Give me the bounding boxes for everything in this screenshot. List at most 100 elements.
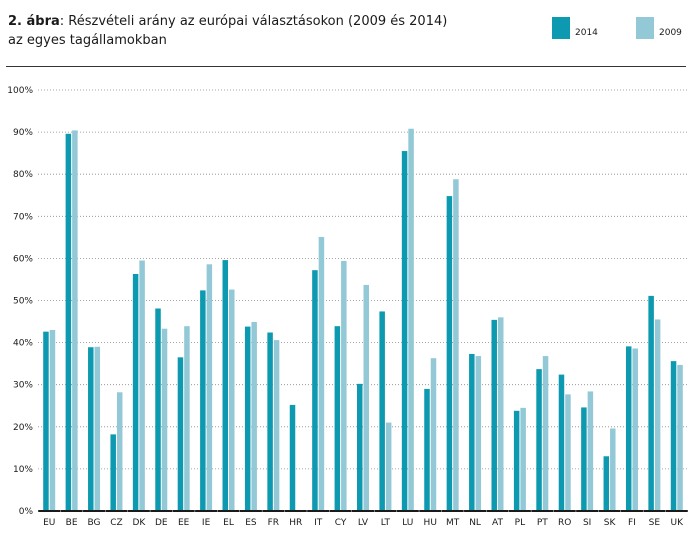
bar-2014-es — [244, 326, 251, 511]
bar-2014-pt — [536, 369, 542, 511]
bar-2009-ie — [206, 264, 213, 511]
x-tick-label: HR — [289, 518, 302, 528]
bar-2014-pl — [513, 410, 520, 511]
bar-2014-fr — [267, 332, 273, 511]
bar-2009-it — [318, 236, 325, 511]
x-tick-label: LV — [358, 518, 369, 528]
bar-2009-lu — [408, 128, 414, 511]
header-divider — [6, 66, 686, 67]
bar-2009-nl — [475, 356, 482, 511]
bar-2009-bg — [94, 346, 101, 511]
x-tick-label: MT — [446, 518, 460, 528]
y-tick-label: 90% — [13, 128, 33, 138]
x-tick-label: AT — [492, 518, 503, 528]
x-tick-label: EE — [178, 518, 190, 528]
x-tick-label: SI — [583, 518, 591, 528]
bar-2009-cz — [116, 392, 123, 511]
bar-2009-hu — [430, 358, 437, 511]
x-tick-label: FR — [268, 518, 279, 528]
bar-2014-de — [155, 308, 161, 511]
bar-2009-sk — [610, 428, 616, 511]
legend-swatch-2014 — [552, 17, 570, 39]
x-tick-label: HU — [424, 518, 437, 528]
y-tick-label: 30% — [13, 381, 33, 391]
bar-2009-at — [497, 317, 504, 511]
bar-2014-lv — [357, 383, 363, 511]
x-tick-label: DK — [132, 518, 146, 528]
y-tick-label: 80% — [13, 170, 33, 180]
x-tick-label: DE — [155, 518, 168, 528]
bar-2014-uk — [670, 361, 677, 511]
bar-2014-lt — [379, 311, 385, 511]
bar-2009-be — [72, 130, 78, 511]
bar-2009-pl — [520, 407, 526, 511]
bar-2014-dk — [132, 273, 139, 511]
bar-2014-si — [581, 407, 587, 511]
bar-2009-lv — [363, 284, 369, 511]
bar-2014-hu — [424, 388, 430, 511]
x-tick-label: PT — [537, 518, 548, 528]
bar-2014-el — [222, 260, 229, 511]
x-tick-label: SE — [649, 518, 661, 528]
y-tick-label: 50% — [13, 297, 33, 307]
bar-2009-fi — [632, 348, 638, 511]
bar-2014-mt — [446, 196, 453, 512]
bar-2014-se — [648, 295, 654, 511]
legend-label-2014: 2014 — [575, 28, 598, 38]
bar-2009-cy — [341, 260, 347, 511]
bar-2009-mt — [453, 179, 459, 511]
chart-title: 2. ábra: Részvételi arány az európai vál… — [8, 12, 463, 50]
x-tick-label: PL — [515, 518, 525, 528]
bar-2014-hr — [289, 404, 296, 511]
bar-2009-de — [161, 328, 168, 511]
bar-2009-eu — [49, 329, 56, 511]
x-tick-label: EL — [223, 518, 234, 528]
x-tick-label: LT — [381, 518, 391, 528]
bar-2014-eu — [43, 331, 49, 511]
bar-2009-lt — [385, 422, 392, 511]
y-tick-label: 20% — [13, 423, 33, 433]
x-tick-label: RO — [558, 518, 571, 528]
bar-2009-si — [587, 391, 594, 511]
legend-swatch-2009 — [636, 17, 654, 39]
bar-2014-be — [65, 133, 72, 511]
y-tick-label: 10% — [13, 465, 33, 475]
x-tick-label: EU — [43, 518, 55, 528]
x-tick-label: LU — [402, 518, 413, 528]
x-tick-label: CY — [335, 518, 347, 528]
bar-2009-es — [251, 321, 257, 511]
bar-2014-ee — [177, 357, 184, 511]
x-tick-label: CZ — [110, 518, 122, 528]
x-tick-label: UK — [671, 518, 685, 528]
bar-2014-lu — [401, 151, 408, 512]
x-tick-label: IT — [314, 518, 323, 528]
bar-2014-at — [491, 319, 497, 511]
y-tick-label: 60% — [13, 254, 33, 264]
bar-2014-ie — [200, 290, 206, 511]
x-tick-label: BE — [66, 518, 78, 528]
legend-label-2009: 2009 — [659, 28, 682, 38]
bar-2009-el — [229, 289, 235, 511]
bar-2014-fi — [625, 346, 632, 511]
bar-2014-cz — [110, 434, 116, 511]
bar-2009-ee — [184, 326, 190, 511]
x-tick-label: BG — [88, 518, 101, 528]
y-tick-label: 40% — [13, 339, 33, 349]
chart-title-prefix: 2. ábra — [8, 14, 60, 29]
y-tick-label: 100% — [7, 86, 33, 96]
x-tick-label: SK — [604, 518, 617, 528]
y-tick-label: 70% — [13, 212, 33, 222]
bar-2009-se — [654, 319, 661, 511]
bar-2009-pt — [542, 356, 549, 511]
bar-2014-cy — [334, 326, 341, 511]
y-tick-label: 0% — [19, 507, 34, 517]
bar-2009-uk — [677, 364, 683, 511]
bar-2014-bg — [88, 347, 94, 511]
x-tick-label: ES — [245, 518, 257, 528]
bar-2009-dk — [139, 260, 145, 511]
bar-2014-nl — [469, 353, 475, 511]
bar-2014-sk — [603, 456, 610, 511]
x-tick-label: IE — [202, 518, 211, 528]
chart-title-text: : Részvételi arány az európai választáso… — [8, 14, 448, 48]
